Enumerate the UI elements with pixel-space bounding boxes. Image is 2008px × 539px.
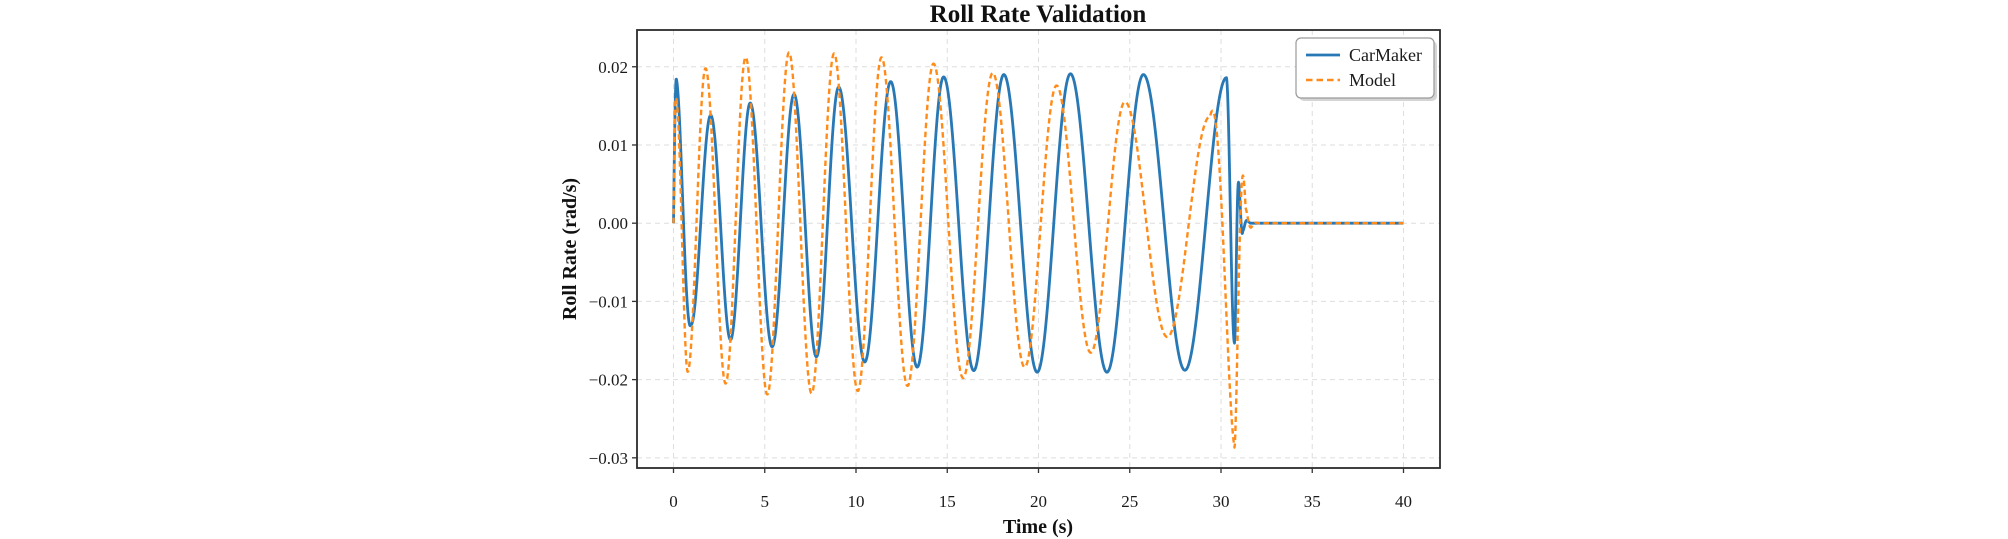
y-tick-label: −0.01 <box>589 292 628 311</box>
series-layer <box>672 51 1405 449</box>
tick-layer: 0 5 10 15 20 25 30 35 40 0.02 0.01 0.00 −0.01 −0.02 −0… <box>589 58 1412 511</box>
legend-label-model: Model <box>1349 70 1396 90</box>
series-line-model <box>672 51 1405 449</box>
chart-title: Roll Rate Validation <box>930 1 1147 28</box>
x-tick-label: 15 <box>939 492 956 511</box>
y-tick-label: 0.01 <box>598 136 628 155</box>
y-tick-label: 0.00 <box>598 214 628 233</box>
legend-box <box>1295 37 1435 99</box>
x-tick-label: 40 <box>1395 492 1412 511</box>
y-axis-label: Roll Rate (rad/s) <box>559 178 581 320</box>
x-axis-label: Time (s) <box>1003 516 1073 538</box>
x-tick-label: 35 <box>1304 492 1321 511</box>
y-tick-label: −0.03 <box>589 449 628 468</box>
legend-label-carmaker: CarMaker <box>1349 45 1422 65</box>
x-tick-label: 20 <box>1030 492 1047 511</box>
legend: CarMaker Model <box>1295 37 1437 101</box>
x-tick-label: 25 <box>1121 492 1138 511</box>
x-tick-label: 5 <box>761 492 770 511</box>
x-tick-label: 10 <box>848 492 865 511</box>
y-tick-label: 0.02 <box>598 58 628 77</box>
x-tick-label: 30 <box>1213 492 1230 511</box>
x-tick-label: 0 <box>669 492 678 511</box>
y-tick-label: −0.02 <box>589 371 628 390</box>
